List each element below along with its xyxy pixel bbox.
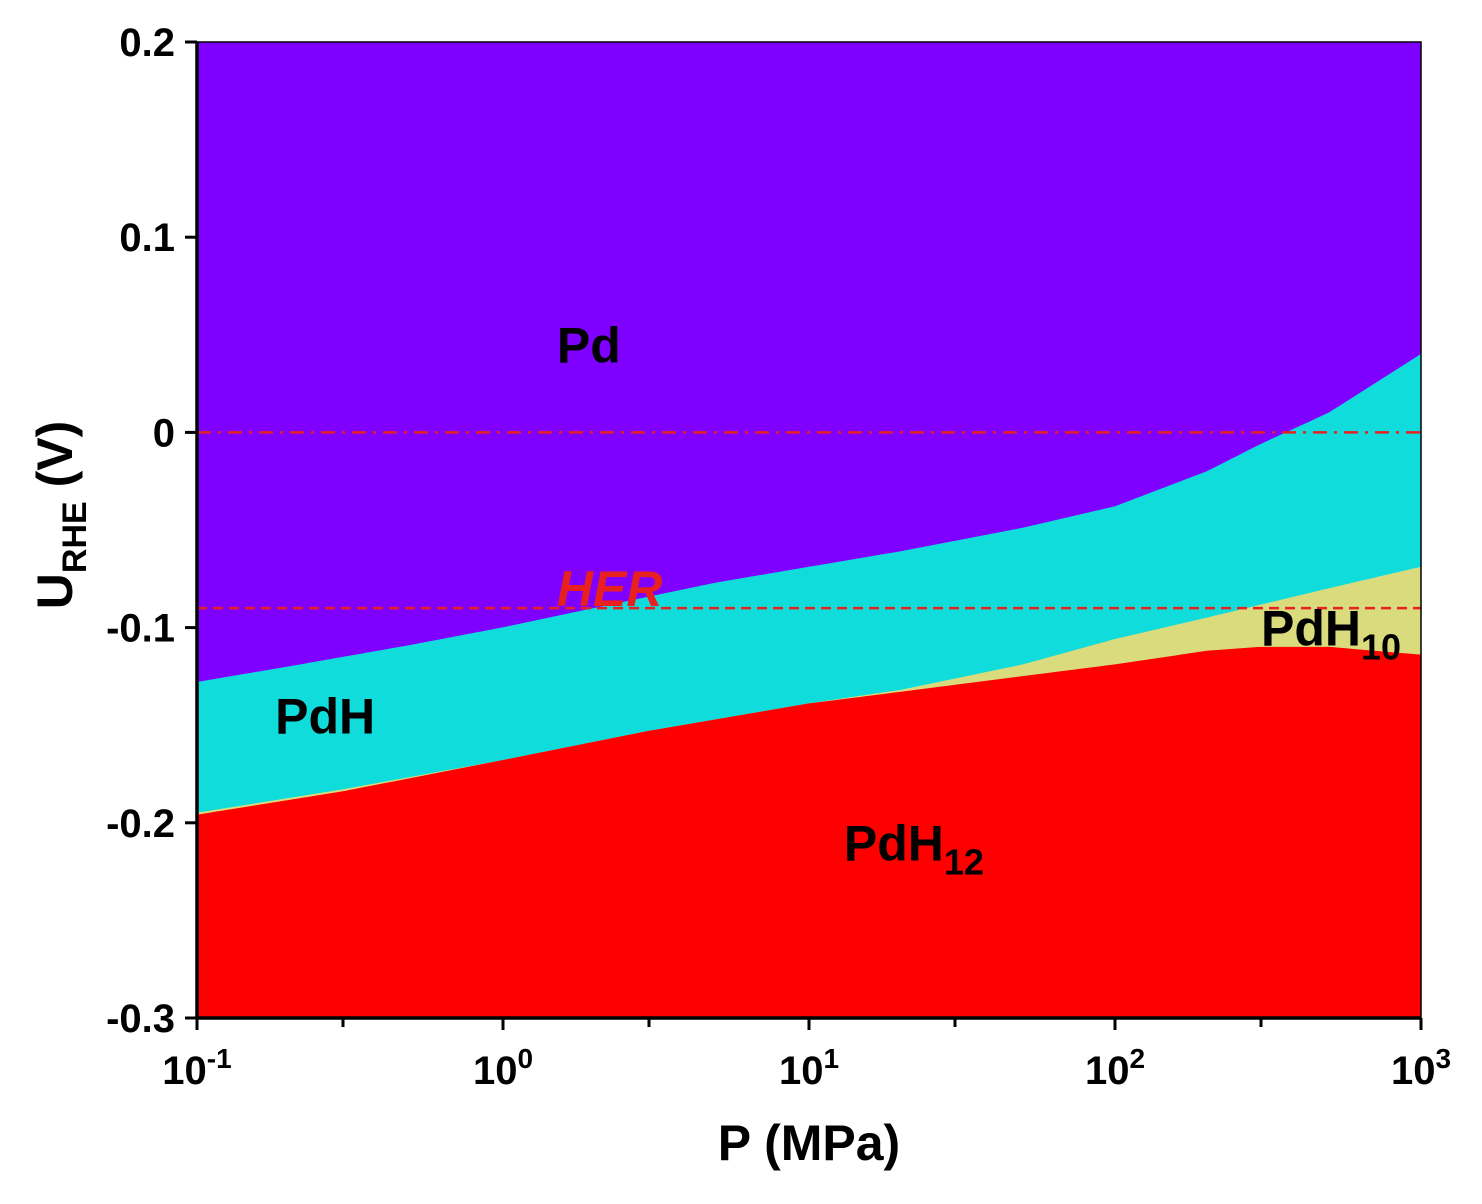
- y-axis-title: URHE (V): [27, 421, 94, 609]
- y-tick-label: 0.1: [119, 216, 175, 260]
- region-label-text: PdH: [275, 688, 375, 744]
- x-tick-label: 10-1: [162, 1043, 231, 1093]
- x-tick-label-exponent: 1: [823, 1043, 839, 1074]
- x-tick-label-exponent: 0: [517, 1043, 533, 1074]
- x-tick-label-base: 10: [162, 1049, 207, 1093]
- y-tick-label: 0.2: [119, 21, 175, 65]
- y-tick-label: -0.3: [106, 997, 175, 1041]
- region-label-pd: Pd: [557, 318, 621, 374]
- y-tick-label: -0.2: [106, 802, 175, 846]
- x-tick-label: 103: [1391, 1043, 1451, 1093]
- x-tick-label: 100: [473, 1043, 533, 1093]
- reference-line-label-her: HER: [557, 561, 663, 617]
- region-label-pdh10: PdH10: [1261, 601, 1401, 668]
- region-label-text: PdH: [1261, 601, 1361, 657]
- y-tick-label: 0: [153, 411, 175, 455]
- x-axis-title: P (MPa): [718, 1115, 900, 1171]
- y-axis-title-subscript: RHE: [56, 501, 94, 573]
- region-label-text: PdH: [844, 815, 944, 871]
- region-label-subscript: 10: [1361, 627, 1401, 668]
- region-label-text: Pd: [557, 318, 621, 374]
- x-tick-label: 101: [779, 1043, 839, 1093]
- region-label-pdh12: PdH12: [844, 815, 984, 882]
- x-tick-label-base: 10: [473, 1049, 518, 1093]
- x-tick-label-exponent: 3: [1435, 1043, 1451, 1074]
- region-label-subscript: 12: [944, 841, 984, 882]
- x-tick-label: 102: [1085, 1043, 1145, 1093]
- x-tick-label-exponent: 2: [1129, 1043, 1145, 1074]
- region-label-pdh: PdH: [275, 688, 375, 744]
- x-tick-label-base: 10: [1391, 1049, 1436, 1093]
- axes: 0.20.10-0.1-0.2-0.310-1 100 101 102 103: [106, 21, 1451, 1093]
- y-axis-title-unit: (V): [27, 421, 83, 502]
- x-tick-label-base: 10: [779, 1049, 824, 1093]
- x-tick-label-base: 10: [1085, 1049, 1130, 1093]
- x-tick-label-exponent: -1: [207, 1043, 232, 1074]
- y-axis-title-main: U: [27, 573, 83, 609]
- y-tick-label: -0.1: [106, 607, 175, 651]
